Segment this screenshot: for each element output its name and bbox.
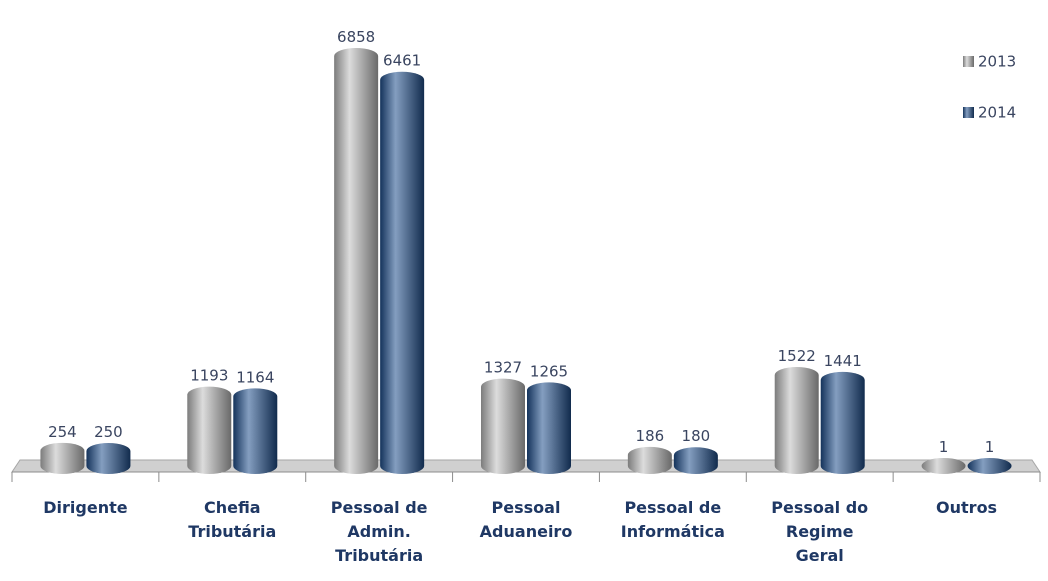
value-label: 1522 [778, 347, 816, 365]
bar [233, 388, 278, 474]
bar [187, 386, 232, 474]
value-label: 1327 [484, 359, 522, 377]
bar [380, 71, 425, 475]
bar [774, 367, 819, 474]
x-tick-label: Pessoal de Admin. Tributária [330, 498, 428, 565]
x-tick-label: Chefia Tributária [188, 498, 277, 541]
bar [527, 382, 571, 474]
bar [921, 457, 966, 474]
x-tick-label: Pessoal Aduaneiro [479, 498, 573, 541]
value-label: 6858 [337, 28, 375, 46]
value-label: 1164 [236, 368, 274, 386]
value-label: 6461 [383, 52, 421, 70]
legend-label: 2013 [978, 53, 1016, 71]
bar [334, 48, 379, 474]
value-label: 1265 [530, 362, 568, 380]
legend-label: 2014 [978, 104, 1016, 122]
bar [40, 442, 85, 474]
bar [673, 447, 718, 474]
value-label: 180 [682, 427, 711, 445]
bar [967, 457, 1012, 474]
value-label: 1441 [824, 352, 862, 370]
x-tick-label: Outros [936, 498, 998, 517]
value-label: 250 [94, 423, 123, 441]
x-tick-label: Pessoal de Informática [620, 498, 725, 541]
x-tick-label: Pessoal do Regime Geral [771, 498, 869, 565]
value-label: 186 [636, 427, 665, 445]
value-label: 1 [939, 438, 949, 456]
legend-swatch [963, 56, 974, 67]
bar [627, 446, 672, 474]
bar [86, 443, 131, 474]
floor [11, 459, 1041, 473]
bar [481, 378, 525, 474]
bar [820, 371, 865, 474]
value-label: 1193 [190, 367, 228, 385]
value-label: 254 [48, 423, 77, 441]
value-label: 1 [985, 438, 995, 456]
legend-swatch [963, 107, 974, 118]
x-tick-label: Dirigente [43, 498, 128, 517]
